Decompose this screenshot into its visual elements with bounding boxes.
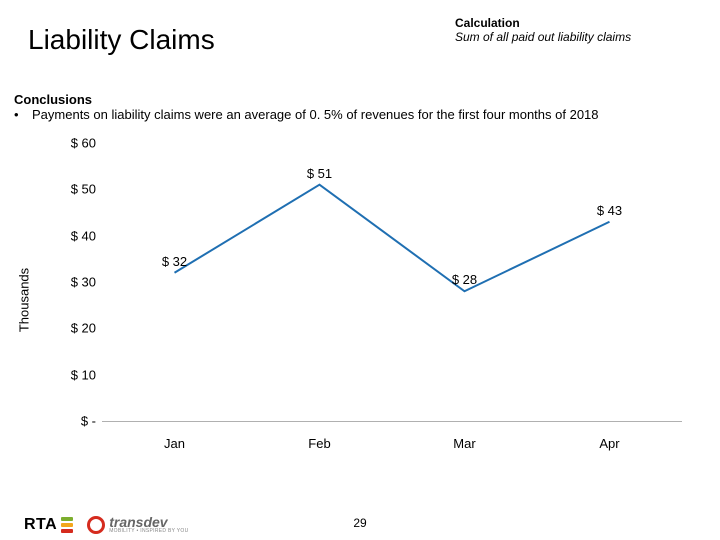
transdev-logo: transdev MOBILITY • INSPIRED BY YOU	[87, 515, 188, 534]
calculation-block: Calculation Sum of all paid out liabilit…	[455, 16, 631, 44]
y-tick-label: $ 40	[40, 228, 96, 243]
y-tick-label: $ 30	[40, 275, 96, 290]
y-axis-label: Thousands	[17, 268, 32, 332]
rta-flair-icon	[61, 517, 73, 533]
conclusions-heading: Conclusions	[14, 92, 706, 107]
conclusions-block: Conclusions • Payments on liability clai…	[14, 92, 706, 122]
data-label: $ 43	[597, 203, 622, 218]
conclusion-item: • Payments on liability claims were an a…	[14, 107, 706, 122]
x-axis-line	[102, 421, 682, 422]
page-number: 29	[353, 516, 366, 530]
conclusion-text: Payments on liability claims were an ave…	[32, 107, 599, 122]
data-label: $ 32	[162, 254, 187, 269]
y-tick-label: $ -	[40, 414, 96, 429]
footer-logos: RTA transdev MOBILITY • INSPIRED BY YOU	[24, 515, 189, 534]
chart-line	[175, 185, 610, 292]
rta-logo: RTA	[24, 516, 73, 534]
data-label: $ 51	[307, 166, 332, 181]
line-chart: Thousands $ -$ 10$ 20$ 30$ 40$ 50$ 60Jan…	[30, 135, 690, 465]
calculation-body: Sum of all paid out liability claims	[455, 30, 631, 44]
chart-svg	[102, 143, 682, 421]
bullet-icon: •	[14, 107, 22, 122]
transdev-text: transdev	[109, 515, 188, 529]
x-tick-label: Jan	[164, 436, 185, 451]
transdev-circle-icon	[87, 516, 105, 534]
slide: Liability Claims Calculation Sum of all …	[0, 0, 720, 540]
plot-area: $ -$ 10$ 20$ 30$ 40$ 50$ 60JanFebMarApr$…	[102, 143, 682, 421]
y-tick-label: $ 10	[40, 367, 96, 382]
y-tick-label: $ 50	[40, 182, 96, 197]
page-title: Liability Claims	[28, 24, 215, 56]
y-tick-label: $ 60	[40, 136, 96, 151]
x-tick-label: Apr	[599, 436, 619, 451]
x-tick-label: Mar	[453, 436, 475, 451]
transdev-sub: MOBILITY • INSPIRED BY YOU	[109, 529, 188, 534]
rta-text: RTA	[24, 516, 57, 534]
data-label: $ 28	[452, 272, 477, 287]
y-tick-label: $ 20	[40, 321, 96, 336]
x-tick-label: Feb	[308, 436, 330, 451]
calculation-heading: Calculation	[455, 16, 631, 30]
